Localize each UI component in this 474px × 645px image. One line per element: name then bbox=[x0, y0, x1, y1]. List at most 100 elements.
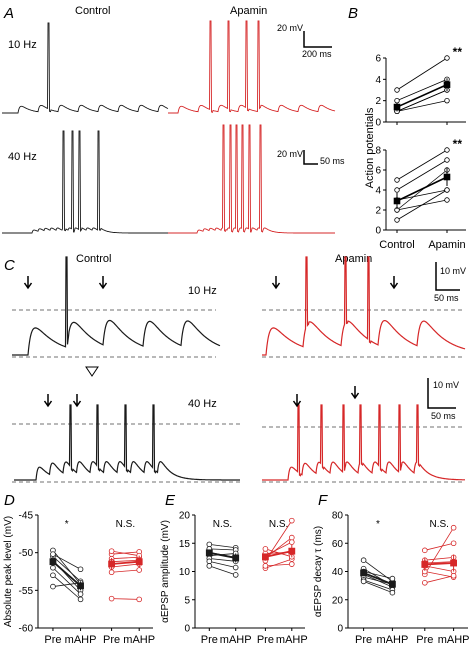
control-pair-line-6 bbox=[52, 553, 81, 570]
apamin-mean-marker bbox=[108, 560, 115, 568]
control-pair-line-0 bbox=[52, 550, 81, 585]
control-point-mahp-4 bbox=[77, 596, 84, 603]
panel-b-40hz-chart: 0 2 4 6 8 ** bbox=[375, 137, 466, 237]
panel-b-x-tick-apamin: Apamin bbox=[428, 239, 465, 251]
apamin-point-mahp-6 bbox=[450, 572, 457, 579]
apamin-pair-line-4 bbox=[265, 558, 292, 569]
panel-b-y-axis-label: Action potentials bbox=[364, 107, 376, 188]
apamin-point-pre-1 bbox=[421, 547, 428, 554]
control-pair-line-0 bbox=[209, 543, 236, 549]
y-tick-label: 40 bbox=[332, 567, 344, 578]
control-point-pre-0 bbox=[360, 557, 367, 563]
apamin-pair-line-0 bbox=[424, 527, 454, 575]
panel-b-x-tick-control: Control bbox=[379, 239, 414, 251]
control-significance: * bbox=[376, 519, 380, 530]
panel-c-control-title: Control bbox=[76, 253, 111, 265]
x-tick-label: mAHP bbox=[220, 634, 252, 645]
control-point-pre-6 bbox=[206, 563, 213, 569]
panel-a-control-title: Control bbox=[75, 5, 110, 17]
control-mean-marker bbox=[205, 549, 213, 557]
apamin-point-mahp-2 bbox=[288, 539, 295, 545]
x-tick-label: Pre bbox=[44, 634, 61, 645]
panel-a-scale-bar-2 bbox=[303, 150, 318, 165]
panel-c-arrow-1 bbox=[98, 276, 108, 290]
b-pair-line-1 bbox=[396, 78, 448, 102]
panel-a-40hz-apamin-trace bbox=[168, 124, 335, 234]
apamin-pair-line-5 bbox=[424, 571, 454, 578]
apamin-point-mahp-1 bbox=[288, 534, 295, 541]
panel-c-open-triangle-marker bbox=[85, 366, 99, 377]
panel-b-label: B bbox=[348, 5, 358, 22]
apamin-mean-marker bbox=[450, 559, 457, 567]
b-y-tick-label: 0 bbox=[375, 118, 381, 129]
x-tick-label: Pre bbox=[257, 634, 274, 645]
panel-a-scale2-voltage: 20 mV bbox=[277, 149, 303, 159]
b-y-tick-label: 8 bbox=[375, 146, 381, 157]
apamin-pair-line-3 bbox=[424, 561, 454, 564]
b-point-apamin-3 bbox=[444, 97, 450, 104]
apamin-pair-line-6 bbox=[265, 548, 292, 558]
panel-b-10hz-chart: 0 2 4 6 ** bbox=[375, 45, 466, 129]
panel-c-scale-bar-1 bbox=[435, 262, 460, 291]
y-tick-label: -45 bbox=[19, 511, 34, 522]
apamin-pair-line-5 bbox=[111, 598, 140, 600]
b-point-apamin-4 bbox=[444, 55, 450, 61]
panel-a-40hz-control-trace bbox=[2, 130, 168, 234]
panel-c-row1-label: 10 Hz bbox=[188, 285, 217, 297]
panel-c-arrow-2 bbox=[271, 276, 281, 290]
b-point-control-1 bbox=[394, 97, 400, 104]
control-point-pre-6 bbox=[360, 578, 367, 585]
x-tick-label: Pre bbox=[103, 634, 120, 645]
apamin-point-pre-6 bbox=[421, 579, 428, 586]
apamin-mean-marker bbox=[288, 547, 296, 555]
apamin-mean-line bbox=[111, 560, 140, 565]
b-mean-marker bbox=[443, 173, 451, 181]
y-tick-label: 80 bbox=[332, 511, 344, 522]
control-pair-line-5 bbox=[209, 560, 236, 568]
apamin-pair-line-3 bbox=[111, 563, 140, 568]
panel-c-apamin-title: Apamin bbox=[335, 253, 372, 265]
b-pair-line-5 bbox=[396, 189, 448, 221]
control-point-mahp-5 bbox=[232, 564, 239, 571]
apamin-point-mahp-5 bbox=[288, 561, 295, 567]
control-mean-marker bbox=[389, 580, 396, 588]
y-tick-label: -60 bbox=[19, 624, 34, 635]
apamin-point-mahp-4 bbox=[136, 567, 143, 573]
panel-a-10hz-control-trace bbox=[2, 22, 169, 114]
b-pair-line-2 bbox=[396, 159, 448, 191]
y-tick-label: 0 bbox=[337, 624, 343, 635]
control-mean-marker bbox=[77, 582, 84, 590]
control-point-pre-0 bbox=[206, 541, 213, 548]
panel-label: E bbox=[165, 492, 176, 509]
b-point-apamin-0 bbox=[444, 197, 450, 203]
panel-c-scale2-time: 50 ms bbox=[431, 411, 456, 421]
control-point-mahp-3 bbox=[77, 591, 84, 597]
apamin-point-pre-6 bbox=[262, 546, 269, 552]
panel-c-scale1-time: 50 ms bbox=[434, 293, 459, 303]
y-axis-label: Absolute peak level (mV) bbox=[3, 516, 14, 627]
b-point-control-2 bbox=[394, 187, 400, 193]
y-tick-label: -55 bbox=[19, 586, 34, 597]
apamin-pair-line-6 bbox=[111, 550, 140, 557]
apamin-significance: N.S. bbox=[429, 519, 448, 530]
panel-c-label: C bbox=[4, 257, 15, 274]
x-tick-label: mAHP bbox=[123, 634, 155, 645]
control-pair-line-4 bbox=[209, 558, 236, 562]
apamin-significance: N.S. bbox=[269, 519, 288, 530]
control-point-pre-4 bbox=[50, 572, 56, 579]
apamin-pair-line-5 bbox=[265, 563, 292, 567]
b-pair-line-4 bbox=[396, 169, 448, 211]
b-point-apamin-3 bbox=[444, 147, 450, 153]
b-point-apamin-5 bbox=[444, 187, 450, 193]
control-pair-line-6 bbox=[363, 581, 393, 594]
apamin-pair-line-4 bbox=[424, 565, 454, 572]
panel-c-40hz-apamin-trace bbox=[262, 404, 465, 481]
control-mean-marker bbox=[360, 569, 367, 577]
b-pair-line-4 bbox=[396, 57, 448, 91]
apamin-pair-line-2 bbox=[111, 559, 140, 563]
control-pair-line-2 bbox=[363, 571, 393, 579]
y-tick-label: 15 bbox=[179, 539, 191, 550]
apamin-pair-line-2 bbox=[424, 556, 454, 561]
apamin-pair-line-1 bbox=[111, 556, 140, 560]
